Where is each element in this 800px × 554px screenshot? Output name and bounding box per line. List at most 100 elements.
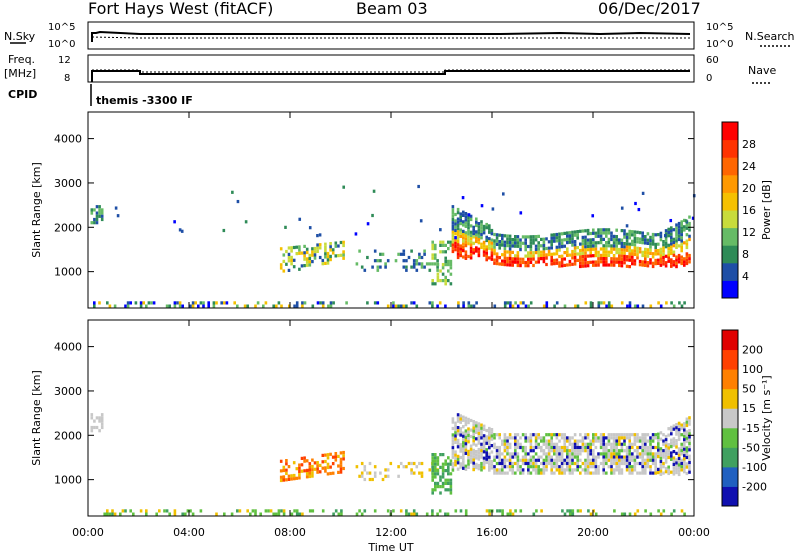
heatmap-cell (477, 238, 481, 242)
heatmap-cell (308, 465, 312, 469)
heatmap-cell (592, 260, 595, 264)
heatmap-cell (480, 229, 483, 233)
heatmap-cell (683, 434, 686, 439)
heatmap-cell (670, 235, 673, 240)
heatmap-cell (644, 449, 647, 453)
heatmap-cell (555, 239, 559, 243)
heatmap-cell (516, 461, 520, 466)
heatmap-cell (620, 461, 624, 466)
heatmap-cell (506, 250, 509, 254)
heatmap-cell (316, 467, 319, 471)
heatmap-cell (288, 304, 291, 308)
heatmap-cell (623, 439, 626, 443)
heatmap-cell (579, 258, 582, 262)
heatmap-cell (688, 419, 691, 423)
heatmap-cell (605, 257, 608, 261)
heatmap-cell (449, 481, 453, 485)
heatmap-cell (373, 249, 377, 253)
heatmap-cell (589, 449, 592, 453)
heatmap-cell (566, 461, 569, 466)
heatmap-cell (295, 245, 299, 249)
heatmap-cell (324, 459, 327, 464)
heatmap-cell (495, 471, 499, 475)
heatmap-cell (434, 253, 437, 257)
heatmap-cell (454, 463, 457, 467)
heatmap-cell (181, 512, 184, 516)
heatmap-cell (677, 472, 681, 477)
heatmap-cell (451, 433, 455, 437)
heatmap-cell (534, 445, 538, 450)
x-axis-ticks: 00:00 04:00 08:00 12:00 16:00 20:00 00:00 (72, 112, 710, 539)
heatmap-cell (282, 253, 286, 257)
heatmap-cell (558, 449, 561, 453)
heatmap-cell (508, 468, 512, 472)
heatmap-cell (612, 244, 616, 248)
heatmap-cell (254, 509, 257, 513)
heatmap-cell (379, 259, 382, 263)
heatmap-cell (508, 257, 512, 261)
heatmap-cell (555, 301, 559, 305)
ytick-label: 4000 (54, 341, 82, 354)
heatmap-cell (332, 301, 335, 305)
heatmap-cell (521, 449, 525, 453)
heatmap-cell (672, 437, 676, 441)
heatmap-cell (467, 456, 470, 460)
heatmap-cell (431, 256, 434, 260)
heatmap-cell (441, 263, 445, 267)
heatmap-cell (477, 441, 481, 445)
heatmap-cell (638, 263, 642, 267)
heatmap-cell (451, 446, 455, 450)
heatmap-cell (550, 436, 553, 440)
heatmap-cell (602, 237, 605, 241)
heatmap-cell (521, 471, 525, 475)
heatmap-cell (529, 439, 533, 443)
heatmap-cell (618, 461, 621, 466)
heatmap-cell (607, 455, 611, 459)
heatmap-cell (456, 419, 460, 423)
heatmap-cell (334, 241, 338, 245)
heatmap-cell (597, 250, 600, 254)
heatmap-cell (540, 455, 543, 459)
heatmap-cell (688, 445, 691, 449)
heatmap-cell (516, 260, 520, 264)
heatmap-cell (631, 442, 634, 446)
heatmap-cell (498, 449, 501, 453)
heatmap-cell (459, 228, 462, 232)
heatmap-cell (529, 235, 533, 239)
heatmap-cell (464, 451, 468, 455)
nave-label: Nave (748, 64, 776, 77)
heatmap-cell (675, 471, 678, 475)
heatmap-cell (560, 264, 564, 268)
heatmap-cell (573, 246, 577, 250)
heatmap-cell (620, 206, 624, 210)
heatmap-cell (644, 251, 647, 255)
heatmap-cell (469, 428, 473, 432)
heatmap-cell (456, 249, 460, 253)
heatmap-cell (594, 260, 598, 264)
heatmap-cell (384, 468, 387, 472)
heatmap-cell (534, 260, 538, 264)
heatmap-cell (509, 512, 512, 516)
heatmap-cell (423, 249, 426, 253)
heatmap-cell (553, 445, 556, 450)
xtick-label: 00:00 (72, 526, 104, 539)
heatmap-cell (514, 452, 517, 456)
heatmap-cell (285, 459, 288, 463)
heatmap-cell (680, 509, 684, 513)
heatmap-cell (287, 256, 291, 260)
heatmap-cell (605, 452, 608, 456)
heatmap-cell (480, 465, 483, 469)
xtick-label: 12:00 (375, 526, 407, 539)
heatmap-cell (477, 428, 481, 432)
heatmap-cell (225, 301, 229, 305)
heatmap-cell (560, 241, 564, 245)
heatmap-cell (584, 433, 587, 437)
heatmap-cell (628, 439, 631, 443)
heatmap-cell (542, 247, 546, 251)
heatmap-cell (372, 189, 376, 193)
heatmap-cell (488, 240, 491, 244)
heatmap-cell (555, 461, 559, 466)
heatmap-cell (631, 452, 634, 456)
heatmap-cell (670, 425, 673, 429)
heatmap-cell (605, 231, 608, 235)
